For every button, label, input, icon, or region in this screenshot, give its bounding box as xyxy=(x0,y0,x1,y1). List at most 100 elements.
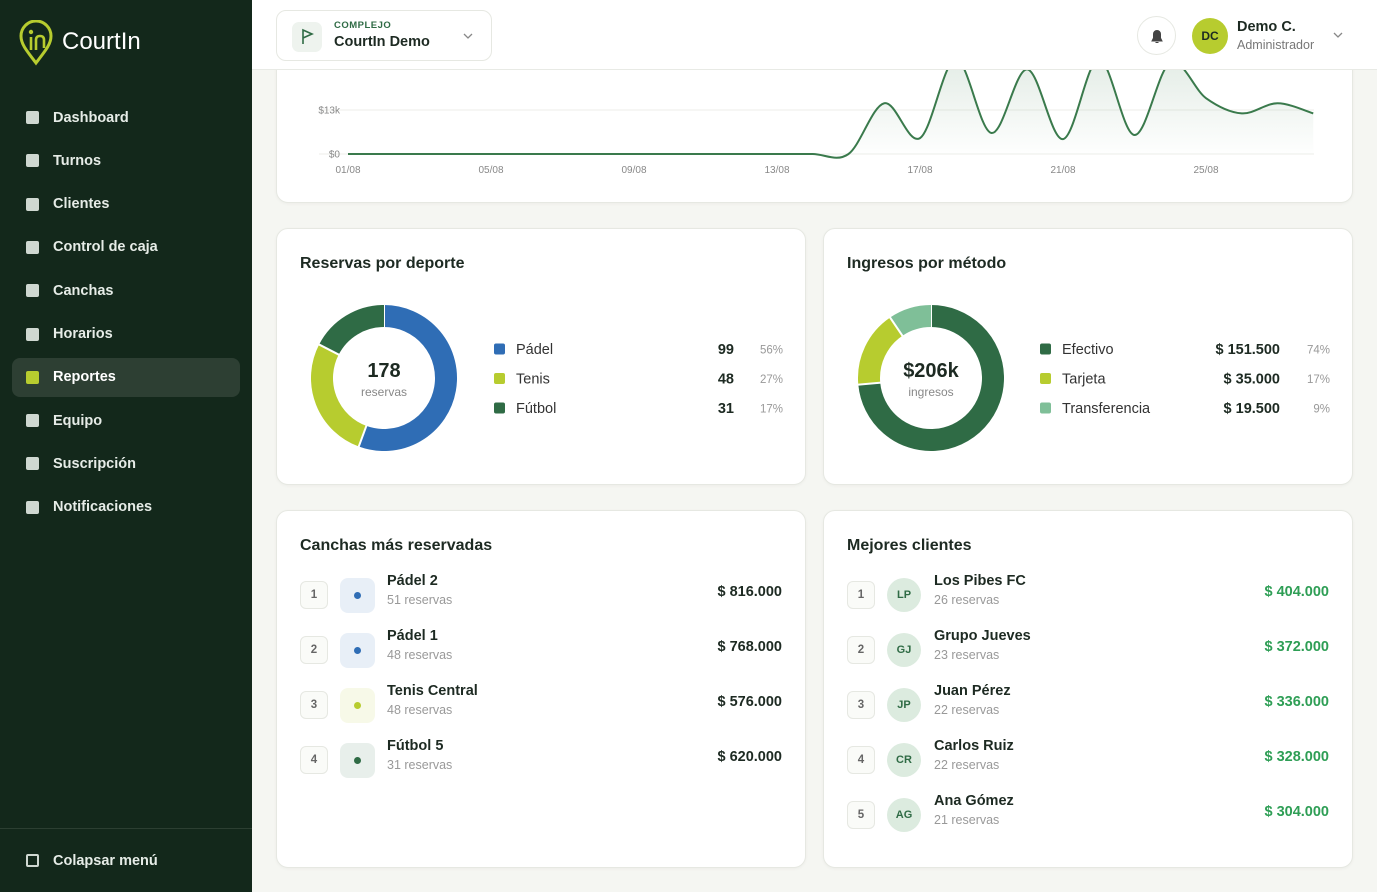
row-sub: 21 reservas xyxy=(934,813,1000,827)
header: COMPLEJO CourtIn Demo DC Demo C. Adminis… xyxy=(252,0,1377,70)
donut-segment xyxy=(311,344,367,447)
court-icon xyxy=(340,688,375,723)
menu-item[interactable]: Horarios xyxy=(12,315,240,354)
x-tick-label: 25/08 xyxy=(1193,165,1218,176)
menu-icon xyxy=(26,240,39,254)
row-amount: $ 620.000 xyxy=(717,749,782,765)
donut-segment xyxy=(858,317,903,385)
court-icon xyxy=(340,578,375,613)
donut-segment xyxy=(319,305,385,356)
menu-icon xyxy=(26,284,39,298)
row-name: Pádel 1 xyxy=(387,628,438,644)
segment-gap xyxy=(888,316,904,338)
menu-item[interactable]: Control de caja xyxy=(12,228,240,267)
client-avatar: JP xyxy=(887,688,921,722)
menu-label: Clientes xyxy=(53,196,110,213)
donut-segment xyxy=(858,305,1004,451)
menu-icon xyxy=(26,327,39,341)
x-tick-label: 05/08 xyxy=(478,165,503,176)
card-title: Reservas por deporte xyxy=(300,255,465,272)
complex-label: COMPLEJO xyxy=(334,20,392,31)
row-name: Ana Gómez xyxy=(934,793,1014,809)
donut-segment xyxy=(890,305,932,337)
row-sub: 31 reservas xyxy=(387,758,453,772)
x-tick-label: 13/08 xyxy=(764,165,789,176)
area xyxy=(348,59,1314,158)
clients-card: Mejores clientes 1 LP Los Pibes FC 26 reser… xyxy=(823,510,1353,868)
legend-label: Tenis xyxy=(516,372,550,388)
x-tick-label: 01/08 xyxy=(335,165,360,176)
court-dot xyxy=(354,592,361,599)
legend-swatch xyxy=(494,402,505,414)
row-name: Carlos Ruiz xyxy=(934,738,1014,754)
legend-value: $ 151.500 xyxy=(1215,342,1280,358)
rank-badge: 3 xyxy=(847,691,875,719)
menu-label: Reportes xyxy=(53,369,116,386)
menu-label: Turnos xyxy=(53,152,102,169)
menu-label: Control de caja xyxy=(53,239,158,256)
legend-swatch xyxy=(1040,373,1051,384)
legend-swatch xyxy=(494,343,505,355)
donut-total-label: reservas xyxy=(361,385,407,399)
card-title: Canchas más reservadas xyxy=(300,537,493,554)
x-tick-label: 21/08 xyxy=(1050,165,1075,176)
user-avatar[interactable]: DC xyxy=(1192,18,1228,54)
row-sub: 48 reservas xyxy=(387,703,453,717)
brand: CourtIn xyxy=(62,28,141,55)
row-name: Grupo Jueves xyxy=(934,628,1031,644)
donut-total: $206k xyxy=(903,360,959,382)
row-amount: $ 404.000 xyxy=(1264,584,1329,600)
donut-total-label: ingresos xyxy=(908,385,953,399)
line-chart: $0 $13k 01/08 05/08 09/08 13/08 17/08 21/08 25/0… xyxy=(318,58,1314,176)
collapse-button[interactable]: Colapsar menú xyxy=(12,841,240,880)
sports-card: Reservas por deporte Pádel 99 56% Tenis 48 27… xyxy=(276,228,806,485)
row-amount: $ 372.000 xyxy=(1264,639,1329,655)
x-tick-label: 09/08 xyxy=(621,165,646,176)
segment-gap xyxy=(857,381,882,386)
legend-percent: 17% xyxy=(1307,374,1330,386)
donut-chart: Pádel 99 56% Tenis 48 27% Fútbol 31 17% 178 reserv… xyxy=(311,304,783,451)
menu-item[interactable]: Reportes xyxy=(12,357,240,397)
sidebar: CourtIn Dashboard Turnos Clientes Control d… xyxy=(0,0,252,892)
segment-gap xyxy=(357,424,368,448)
chevron xyxy=(1333,32,1343,38)
rank-badge: 4 xyxy=(847,746,875,774)
logo-icon xyxy=(19,20,53,66)
menu-item[interactable]: Clientes xyxy=(12,185,240,224)
menu-item[interactable]: Notificaciones xyxy=(12,488,240,527)
line xyxy=(348,58,1314,159)
chevron xyxy=(463,33,473,39)
menu-item[interactable]: Turnos xyxy=(12,141,240,180)
menu-item[interactable]: Suscripción xyxy=(12,444,240,483)
menu-icon xyxy=(26,154,39,168)
rank-badge: 2 xyxy=(847,636,875,664)
row-amount: $ 336.000 xyxy=(1264,694,1329,710)
user-role: Administrador xyxy=(1237,38,1315,52)
menu-item[interactable]: Canchas xyxy=(12,271,240,310)
legend-percent: 56% xyxy=(760,345,783,357)
methods-card: Ingresos por método Efectivo $ 151.500 74%… xyxy=(823,228,1353,485)
legend-value: 48 xyxy=(718,372,734,388)
menu-label: Suscripción xyxy=(53,455,136,472)
complex-name: CourtIn Demo xyxy=(334,34,430,50)
collapse-label: Colapsar menú xyxy=(53,852,158,869)
menu-item[interactable]: Dashboard xyxy=(12,98,240,137)
legend-percent: 27% xyxy=(760,374,783,386)
client-avatar: GJ xyxy=(887,633,921,667)
complex-selector[interactable]: COMPLEJO CourtIn Demo xyxy=(276,10,492,61)
notifications-button[interactable] xyxy=(1137,16,1176,55)
courts-card: Canchas más reservadas 1 Pádel 2 51 reserv… xyxy=(276,510,806,868)
row-name: Fútbol 5 xyxy=(387,738,444,754)
legend-value: 31 xyxy=(718,401,734,417)
rank-badge: 5 xyxy=(847,801,875,829)
legend-label: Tarjeta xyxy=(1062,372,1106,388)
legend-percent: 9% xyxy=(1313,404,1330,416)
menu-item[interactable]: Equipo xyxy=(12,401,240,440)
row-sub: 51 reservas xyxy=(387,593,453,607)
legend-swatch xyxy=(494,373,505,384)
rank-badge: 1 xyxy=(847,581,875,609)
menu-icon xyxy=(26,370,39,384)
menu-icon xyxy=(26,457,39,471)
row-amount: $ 328.000 xyxy=(1264,749,1329,765)
